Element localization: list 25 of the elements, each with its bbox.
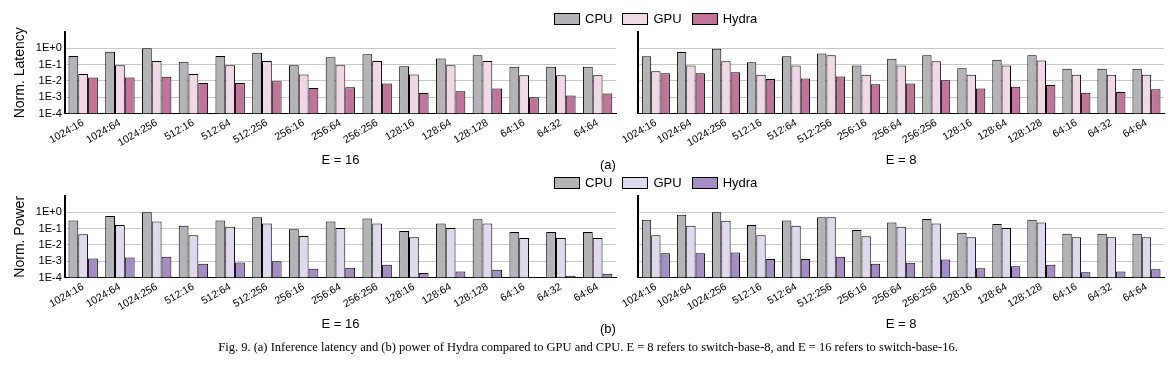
y-tick-label: 1E-1 [38, 57, 62, 70]
y-tick-label: 1E-4 [38, 106, 62, 119]
y-tick-label: 1E-1 [38, 221, 62, 234]
y-tick-label: 1E-2 [38, 73, 62, 86]
legend-label: GPU [653, 175, 682, 190]
y-tick-label: 1E-3 [38, 90, 62, 103]
text: (a) [600, 157, 616, 172]
y-axis-title: Norm. Power [11, 195, 28, 278]
y-tick-label: 1E-2 [38, 237, 62, 250]
legend-label: CPU [585, 175, 613, 190]
text: (b) [600, 321, 616, 336]
x-axis-title: E = 8 [885, 151, 917, 167]
x-axis-title: E = 16 [321, 151, 360, 167]
legend-label: GPU [653, 11, 682, 26]
caption: Fig. 9. (a) Inference latency and (b) power of Hydra compared to GPU and CPU. E = 8 refers to switch-base-8, and E = 16 refers to switch-base-16. [217, 340, 959, 355]
y-axis-title: Norm. Latency [11, 27, 28, 119]
x-axis-title: E = 16 [321, 315, 360, 331]
legend-label: Hydra [722, 175, 758, 190]
y-tick-label: 1E-3 [38, 254, 62, 267]
legend-label: CPU [585, 11, 613, 26]
y-tick-label: 1E-4 [38, 270, 62, 283]
y-tick-label: 1E+0 [35, 41, 62, 54]
x-axis-title: E = 8 [885, 315, 917, 331]
legend-label: Hydra [722, 11, 758, 26]
y-tick-label: 1E+0 [35, 205, 62, 218]
